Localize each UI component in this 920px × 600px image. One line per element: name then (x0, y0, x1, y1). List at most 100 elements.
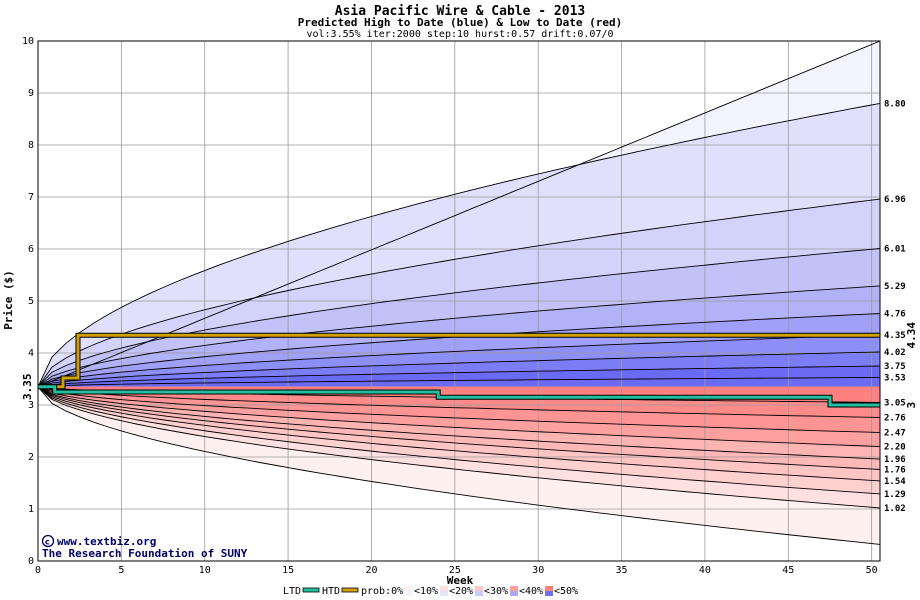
copyright-c: c (45, 538, 50, 547)
percentile-label: 2.47 (884, 429, 906, 439)
legend-prob-prefix: prob:0% (361, 586, 403, 597)
blue-band (38, 377, 880, 387)
chart-title: Asia Pacific Wire & Cable - 2013 (335, 4, 585, 19)
y-tick-label: 8 (28, 140, 34, 151)
legend-prob-swatch-blue (510, 591, 518, 596)
percentile-curve (37, 285, 881, 388)
percentile-curve (37, 386, 881, 470)
legend-prob-swatch-red (545, 586, 553, 591)
chart-subtitle: Predicted High to Date (blue) & Low to D… (298, 16, 623, 29)
y-tick-label: 3 (28, 400, 34, 411)
percentile-curve (37, 386, 881, 448)
percentile-curve (37, 386, 881, 460)
y-tick-label: 7 (28, 192, 34, 203)
y-tick-label: 6 (28, 244, 34, 255)
percentile-labels: 8.80 6.96 6.01 5.29 4.76 4.35 4.02 3.753.53 3.05… (884, 99, 906, 514)
legend-prob-label: <40% (519, 586, 543, 597)
chart-params: vol:3.55% iter:2000 step:10 hurst:0.57 d… (306, 29, 613, 40)
x-tick-label: 30 (532, 565, 544, 576)
legend-swatch (341, 587, 359, 593)
percentile-label: 4.02 (884, 348, 906, 358)
x-tick-label: 25 (449, 565, 461, 576)
percentile-label: 1.54 (884, 477, 906, 487)
x-tick-label: 15 (282, 565, 294, 576)
htd-end-label: 4.34 (905, 322, 918, 349)
percentile-label: 1.29 (884, 490, 906, 500)
percentile-label: 2.76 (884, 413, 906, 423)
x-axis-title: Week (447, 574, 474, 587)
legend-prob-swatch-red (475, 586, 483, 591)
start-price-label: 3.35 (21, 374, 34, 401)
y-axis-title: Price ($) (2, 270, 15, 330)
percentile-label: 2.20 (884, 443, 906, 453)
legend-prob-swatch-blue (545, 591, 553, 596)
y-tick-label: 2 (28, 452, 34, 463)
percentile-curve (37, 386, 881, 545)
x-tick-label: 50 (866, 565, 878, 576)
percentile-curve (37, 386, 881, 434)
y-tick-label: 4 (28, 348, 34, 359)
legend-prob-swatch-red (510, 586, 518, 591)
y-tick-label: 9 (28, 88, 34, 99)
percentile-curve (37, 365, 881, 388)
percentile-curve (37, 386, 881, 509)
legend-prob-swatch-blue (405, 591, 413, 596)
percentile-label: 8.80 (884, 99, 906, 109)
percentile-curve (37, 334, 881, 388)
legend-prob-label: <10% (414, 586, 438, 597)
legend-label: LTD (283, 586, 301, 597)
percentile-curve (37, 351, 881, 388)
percentile-curve (37, 376, 881, 388)
legend-swatch (302, 587, 320, 593)
y-tick-label: 5 (28, 296, 34, 307)
x-tick-label: 10 (199, 565, 211, 576)
percentile-curve (37, 40, 881, 388)
percentile-label: 4.76 (884, 309, 906, 319)
legend-prob-label: <50% (554, 586, 578, 597)
y-tick-label: 10 (22, 36, 34, 47)
percentile-label: 6.96 (884, 195, 906, 205)
x-tick-label: 40 (699, 565, 711, 576)
x-tick-label: 35 (616, 565, 628, 576)
legend-label: HTD (322, 586, 340, 597)
legend-prob-swatch-red (405, 586, 413, 591)
htd-line (38, 333, 880, 389)
percentile-curve (37, 386, 881, 418)
percentile-curve (37, 386, 881, 495)
legend-prob-label: <20% (449, 586, 473, 597)
y-tick-label: 0 (28, 556, 34, 567)
percentile-label: 1.96 (884, 455, 906, 465)
x-tick-label: 5 (118, 565, 124, 576)
percentile-label: 5.29 (884, 282, 906, 292)
percentile-label: 4.35 (884, 331, 906, 341)
x-tick-label: 45 (782, 565, 794, 576)
legend-prob-swatch-blue (440, 591, 448, 596)
credit-block: c www.textbiz.org The Research Foundatio… (41, 534, 248, 560)
credit-org: The Research Foundation of SUNY (42, 547, 248, 560)
percentile-label: 3.75 (884, 362, 906, 372)
legend-prob-label: <30% (484, 586, 508, 597)
credit-url[interactable]: www.textbiz.org (57, 535, 156, 548)
percentile-curve (37, 386, 881, 482)
x-tick-label: 0 (35, 565, 41, 576)
legend: LTD HTD prob:0% <10% <20% <30% <40% <50% (283, 586, 578, 597)
percentile-label: 6.01 (884, 244, 906, 254)
percentile-label: 3.53 (884, 373, 906, 383)
y-axis-ticks: 0 1 2 3 4 5 6 7 8 9 10 (22, 36, 34, 567)
legend-prob-swatch-red (440, 586, 448, 591)
copyright-icon (41, 534, 55, 548)
x-axis-ticks: 0 5 10 15 20 25 30 35 40 45 50 (35, 565, 878, 576)
percentile-curve (37, 102, 881, 387)
percentile-curve (37, 198, 881, 388)
ltd-line (38, 385, 880, 407)
plot-frame (37, 40, 881, 562)
legend-prob-swatch-blue (475, 591, 483, 596)
percentile-label: 1.76 (884, 465, 906, 475)
x-tick-label: 20 (365, 565, 377, 576)
y-tick-label: 1 (28, 504, 34, 515)
percentile-label: 1.02 (884, 504, 906, 514)
series-lines (38, 332, 880, 408)
percentile-label: 3.05 (884, 398, 906, 408)
ltd-end-label: 3 (905, 402, 918, 409)
